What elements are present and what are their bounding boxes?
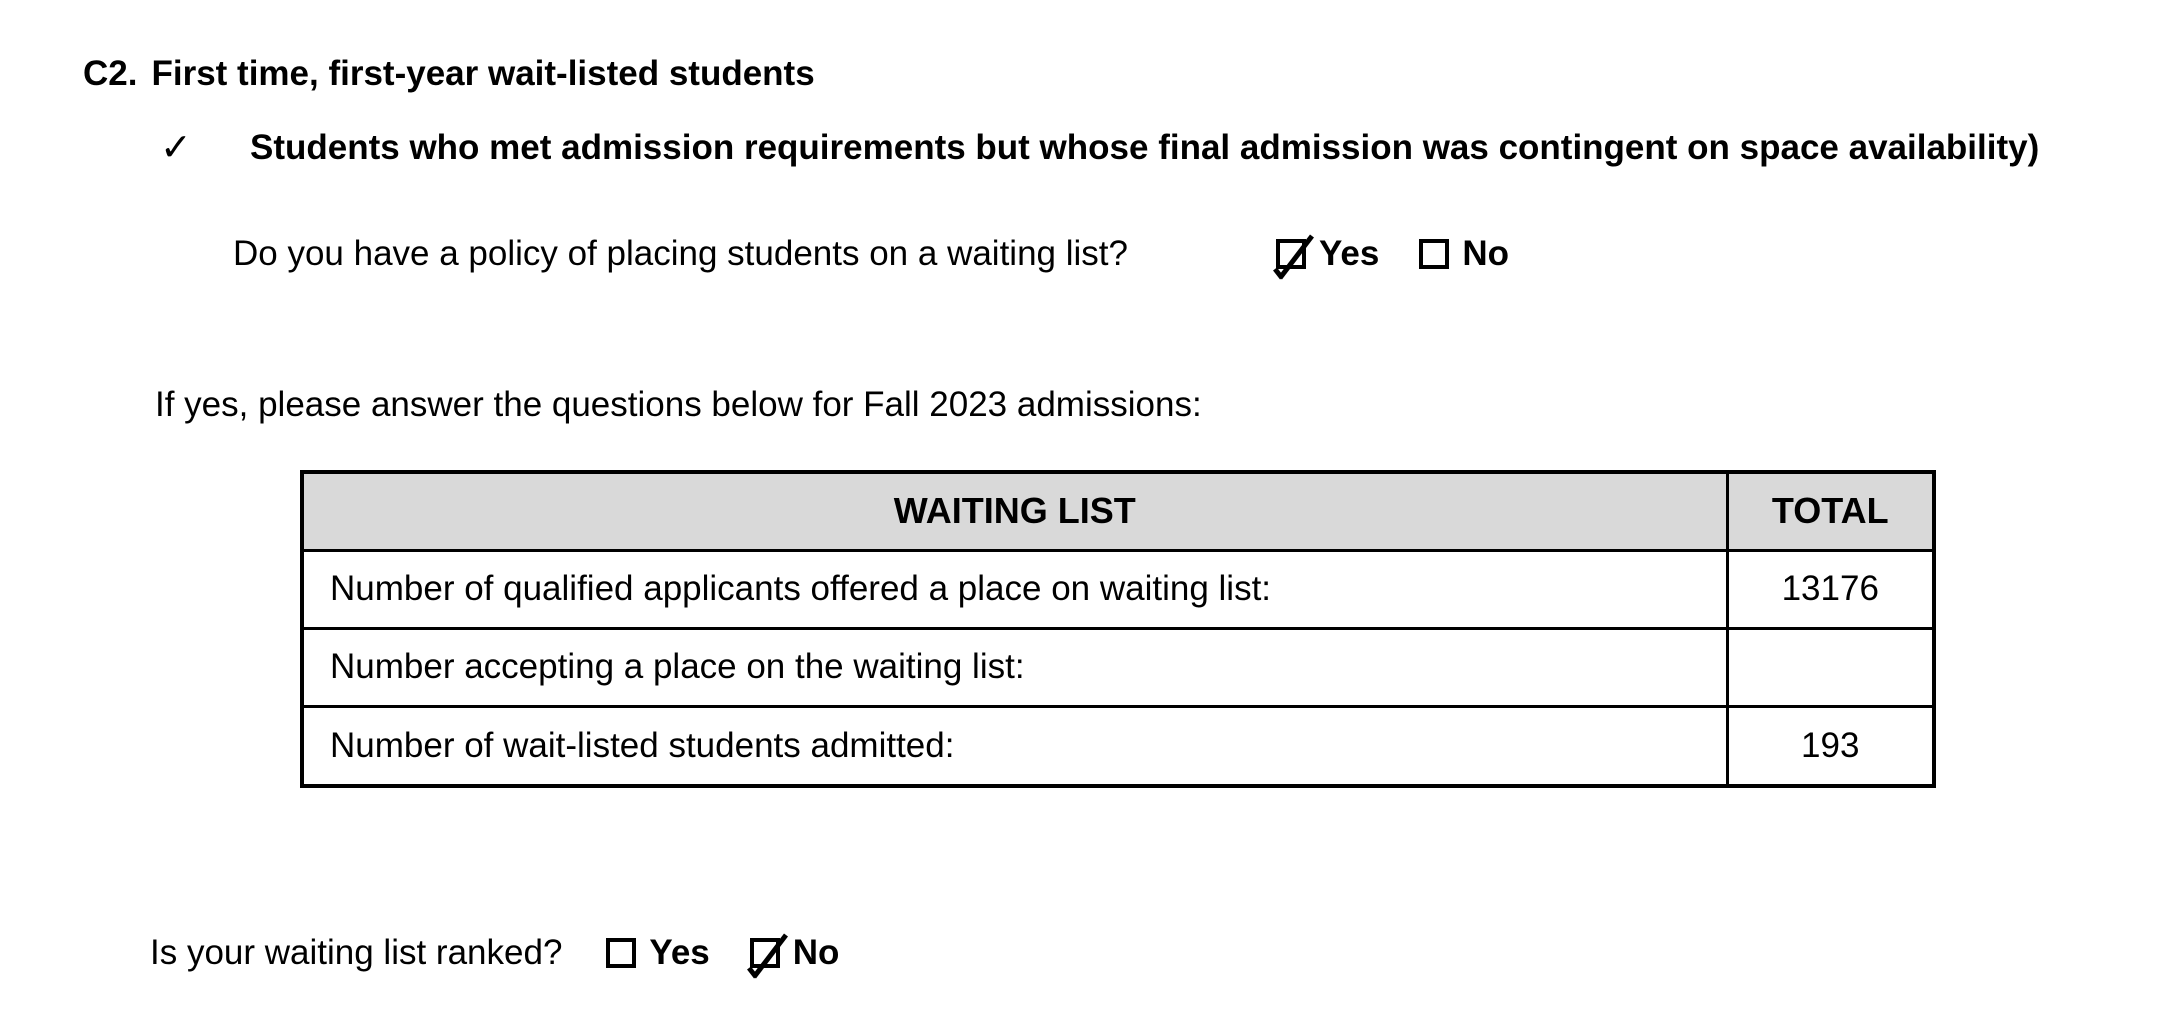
policy-question-options: Yes No bbox=[1273, 233, 1510, 280]
check-icon bbox=[746, 933, 788, 979]
ranked-question-text: Is your waiting list ranked? bbox=[150, 933, 563, 972]
waiting-list-table: WAITING LIST TOTAL Number of qualified a… bbox=[300, 470, 1936, 788]
policy-no-checkbox[interactable] bbox=[1419, 239, 1450, 269]
row-value-admitted[interactable]: 193 bbox=[1725, 704, 1936, 788]
check-icon bbox=[1273, 234, 1314, 280]
table-header-row: WAITING LIST TOTAL bbox=[300, 470, 1936, 552]
instruction-text: If yes, please answer the questions belo… bbox=[155, 385, 1202, 424]
ranked-yes-checkbox[interactable] bbox=[606, 938, 637, 969]
row-label-accepting: Number accepting a place on the waiting … bbox=[300, 626, 1729, 708]
policy-no-label: No bbox=[1462, 234, 1510, 273]
section-number: C2. bbox=[83, 54, 138, 93]
table-row: Number of wait-listed students admitted:… bbox=[300, 704, 1936, 788]
policy-yes-label: Yes bbox=[1319, 234, 1380, 273]
row-label-offered: Number of qualified applicants offered a… bbox=[300, 548, 1729, 630]
section-title: First time, first-year wait-listed stude… bbox=[151, 54, 815, 93]
ranked-no-label: No bbox=[792, 933, 840, 973]
column-header-waiting-list: WAITING LIST bbox=[300, 470, 1729, 552]
section-heading: C2. First time, first-year wait-listed s… bbox=[83, 54, 815, 94]
policy-yes-checkbox[interactable] bbox=[1273, 234, 1314, 280]
row-value-offered[interactable]: 13176 bbox=[1725, 548, 1936, 630]
policy-question-text: Do you have a policy of placing students… bbox=[233, 234, 1128, 273]
definition-bullet: ✓ Students who met admission requirement… bbox=[160, 128, 2039, 168]
table-row: Number of qualified applicants offered a… bbox=[300, 548, 1936, 630]
ranked-yes-label: Yes bbox=[649, 933, 710, 973]
ranked-question-options: Yes No bbox=[606, 933, 840, 979]
ranked-no-checkbox[interactable] bbox=[746, 933, 788, 979]
table-row: Number accepting a place on the waiting … bbox=[300, 626, 1936, 708]
column-header-total: TOTAL bbox=[1725, 470, 1936, 552]
ranked-question: Is your waiting list ranked? Yes No bbox=[150, 933, 840, 979]
row-label-admitted: Number of wait-listed students admitted: bbox=[300, 704, 1729, 788]
checkmark-icon: ✓ bbox=[160, 127, 192, 169]
definition-text: Students who met admission requirements … bbox=[250, 128, 2040, 167]
row-value-accepting[interactable] bbox=[1725, 626, 1936, 708]
